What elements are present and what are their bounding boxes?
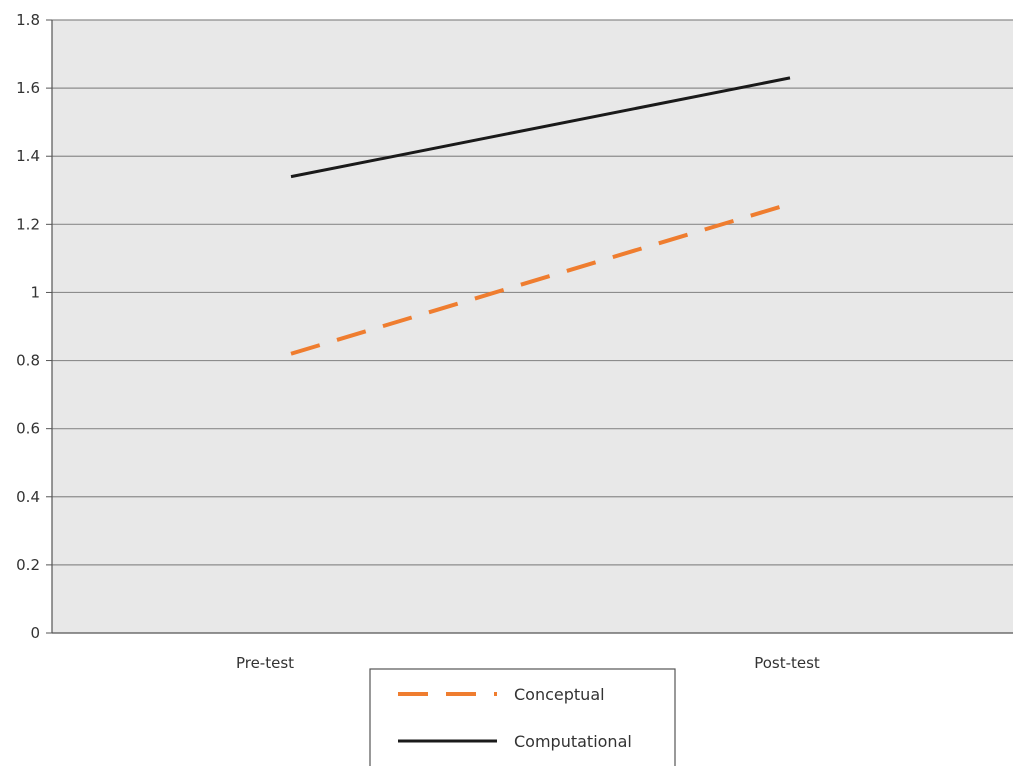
x-tick-label: Post-test	[754, 654, 820, 672]
series-line-conceptual	[290, 201, 791, 356]
y-tick-label: 0	[30, 624, 40, 642]
y-tick-label: 1.8	[16, 11, 40, 29]
y-tick-label: 0.2	[16, 556, 40, 574]
legend-label-conceptual: Conceptual	[514, 685, 605, 704]
plot-area	[52, 20, 1013, 633]
y-axis-ticks: 0 0.2 0.4 0.6 0.8 1 1.2 1.4 1.6 1.8	[16, 11, 52, 642]
series-line-computational	[290, 76, 791, 179]
y-tick-label: 0.4	[16, 488, 40, 506]
y-tick-label: 1.6	[16, 79, 40, 97]
legend-box	[369, 668, 676, 766]
series-lines	[290, 76, 791, 356]
y-tick-label: 0.8	[16, 352, 40, 370]
y-tick-label: 1	[30, 283, 40, 301]
legend: Conceptual Computational	[369, 668, 676, 766]
y-tick-label: 0.6	[16, 420, 40, 438]
axes	[51, 20, 1013, 634]
x-tick-label: Pre-test	[236, 654, 294, 672]
x-axis-ticks: Pre-test Post-test	[236, 654, 820, 672]
y-tick-label: 1.4	[16, 147, 40, 165]
gridlines	[52, 19, 1013, 566]
y-tick-label: 1.2	[16, 215, 40, 233]
legend-label-computational: Computational	[514, 732, 632, 751]
